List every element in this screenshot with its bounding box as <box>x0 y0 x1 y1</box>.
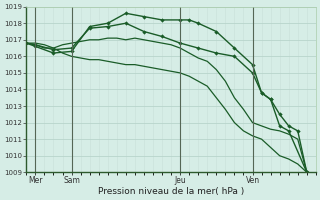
X-axis label: Pression niveau de la mer( hPa ): Pression niveau de la mer( hPa ) <box>98 187 244 196</box>
